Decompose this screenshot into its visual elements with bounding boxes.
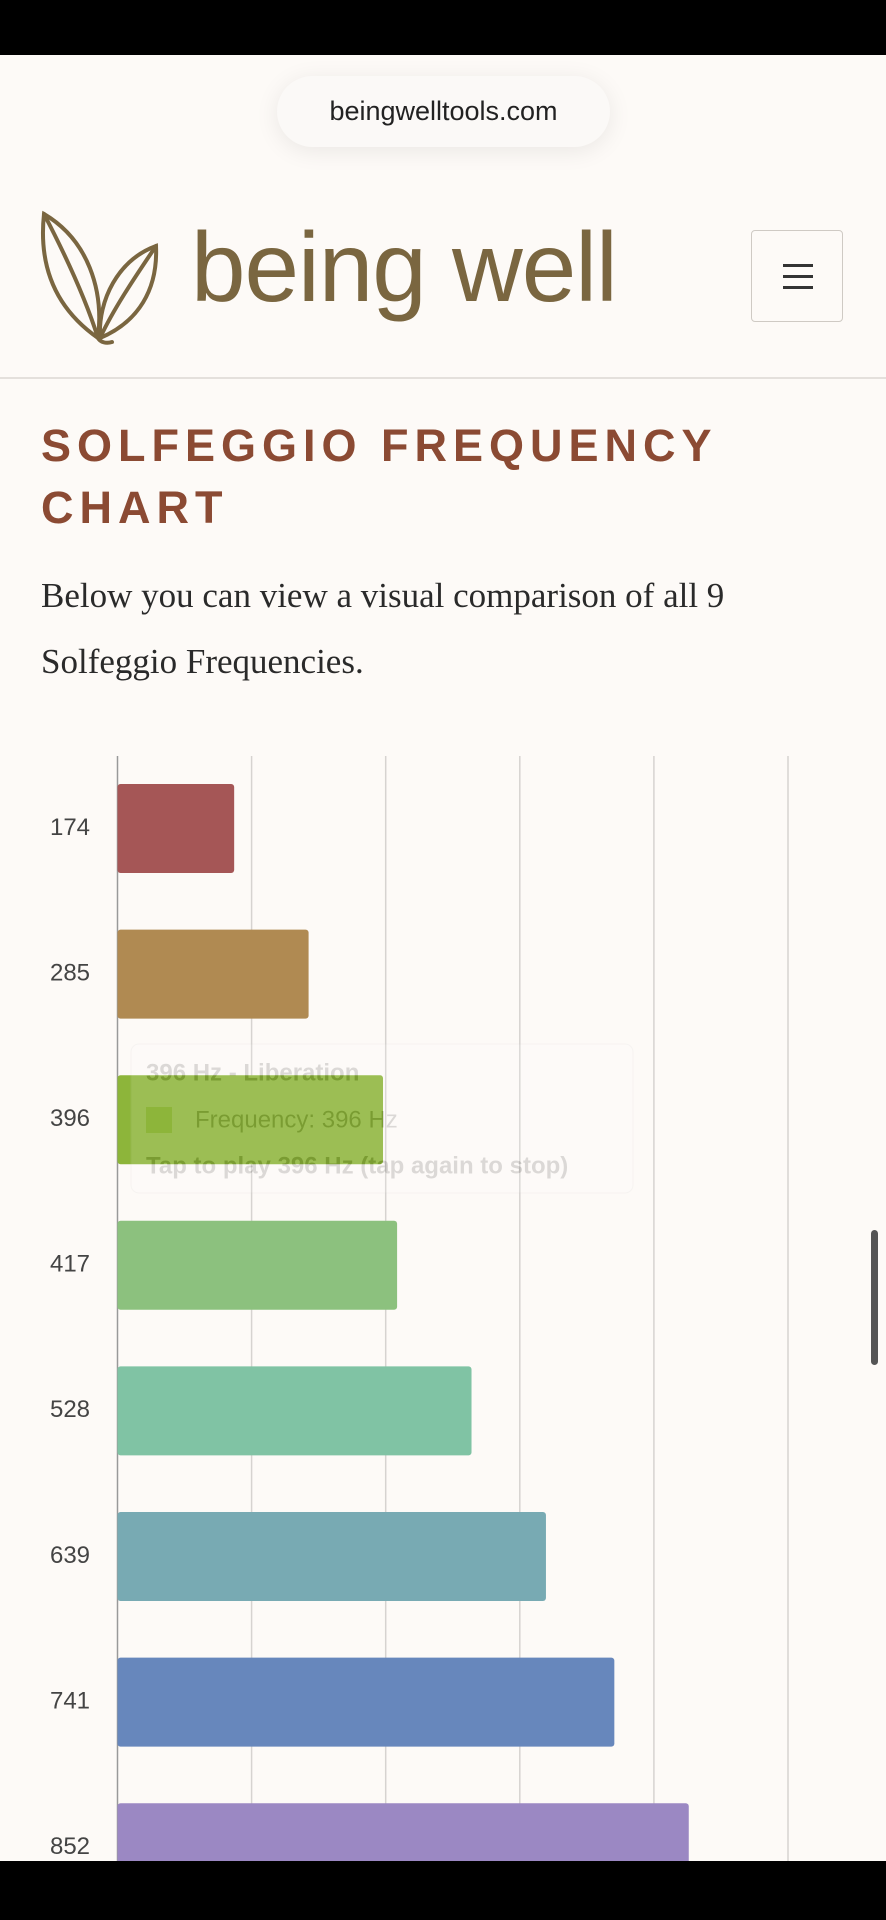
y-tick-label: 528 [50, 1396, 90, 1423]
status-bar [0, 0, 886, 55]
divider [0, 377, 886, 379]
y-tick-label: 741 [50, 1687, 90, 1714]
y-tick-label: 285 [50, 959, 90, 986]
tooltip-line: Frequency: 396 Hz [195, 1106, 398, 1133]
bar [117, 1220, 398, 1310]
y-tick-label: 174 [50, 814, 90, 841]
tooltip-box [130, 1043, 634, 1194]
bar [117, 784, 235, 873]
tooltip-hint: Tap to play 396 Hz (tap again to stop) [146, 1152, 568, 1179]
y-tick-label: 417 [50, 1251, 90, 1278]
y-tick-label: 639 [50, 1542, 90, 1569]
tooltip-title: 396 Hz - Liberation [146, 1059, 359, 1086]
bar [117, 1366, 472, 1456]
scrollbar[interactable] [871, 1230, 878, 1365]
paragraph: Below you can view a visual comparison o… [41, 576, 725, 681]
bar [117, 1657, 615, 1747]
navigation-bar [0, 1861, 886, 1920]
y-tick-label: 396 [50, 1105, 90, 1132]
logo[interactable]: being well [191, 212, 618, 322]
bar [117, 1512, 546, 1601]
tooltip: 396 Hz - Liberation Frequency: 396 Hz Tap … [130, 1043, 634, 1194]
logo-icon [41, 210, 159, 345]
bar [117, 929, 309, 1019]
tooltip-swatch [146, 1107, 172, 1133]
address-bar[interactable]: beingwelltools.com [277, 76, 610, 147]
menu-button[interactable] [751, 230, 843, 322]
heading: SOLFEGGIO FREQUENCY CHART [41, 420, 717, 533]
bar [117, 1075, 384, 1165]
y-tick-label: 852 [50, 1833, 90, 1860]
